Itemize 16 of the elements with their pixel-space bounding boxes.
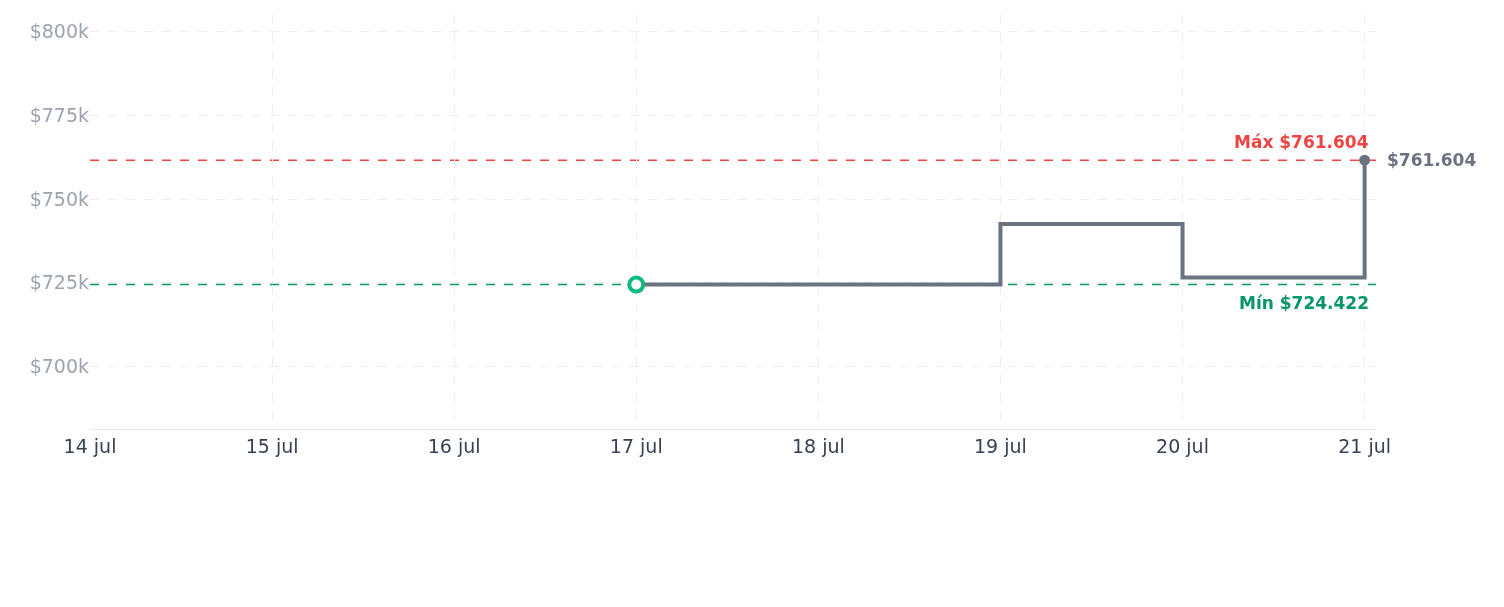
x-tick-label: 19 jul [974,434,1027,457]
x-tick-label: 20 jul [1156,434,1209,457]
y-tick-label: $750k [29,187,89,210]
x-tick-label: 15 jul [245,434,299,457]
x-tick-label: 21 jul [1338,434,1392,457]
ref-line-label: Máx $761.604 [1234,132,1369,152]
annotation: $761.604 [1387,150,1477,170]
x-tick-label: 14 jul [63,434,117,457]
x-tick-label: 18 jul [791,434,845,457]
y-tick-label: $775k [29,104,89,127]
ref-line-label: Mín $724.422 [1239,293,1370,313]
y-tick-label: $700k [29,354,89,377]
y-tick-label: $725k [29,271,89,294]
x-tick-label: 16 jul [427,434,481,457]
y-tick-label: $800k [29,20,89,43]
x-tick-label: 17 jul [609,434,663,457]
